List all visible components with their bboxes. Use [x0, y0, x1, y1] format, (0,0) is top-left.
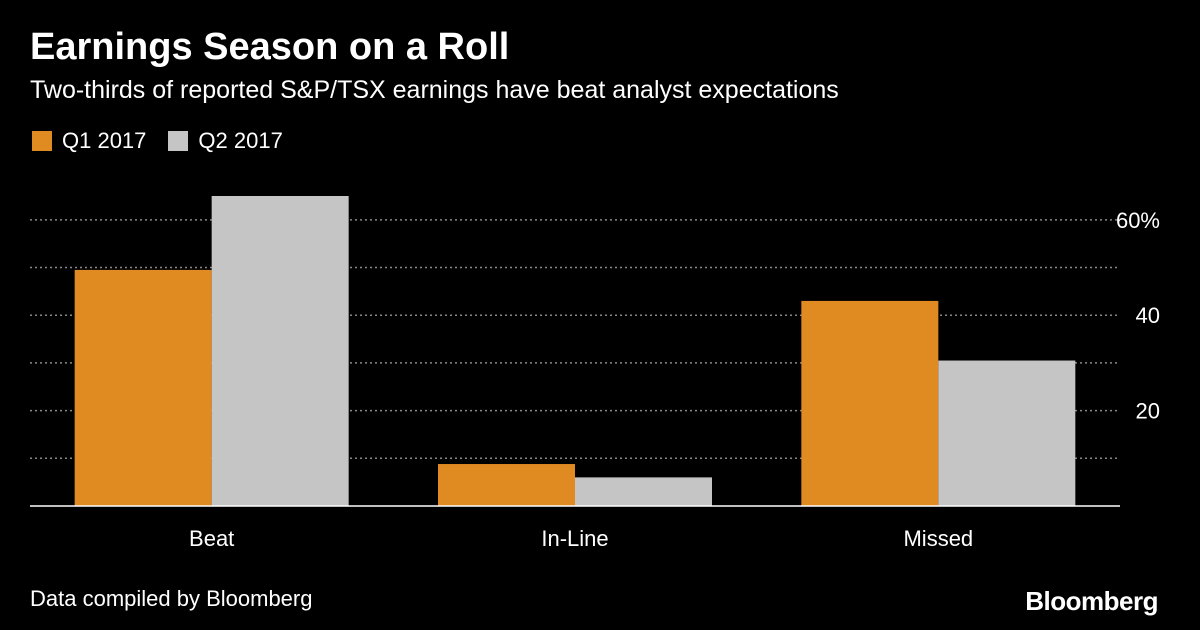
bar-in-line-q1 [438, 464, 575, 506]
y-tick-label-60: 60% [1116, 208, 1160, 233]
bar-beat-q2 [211, 196, 349, 506]
bar-beat-q1 [74, 269, 212, 506]
legend-label-q2: Q2 2017 [198, 128, 283, 153]
legend-item-q1: Q1 2017 [32, 128, 146, 154]
chart-subtitle: Two-thirds of reported S&P/TSX earnings … [30, 76, 839, 104]
bar-in-line-q2 [575, 477, 712, 506]
x-tick-label-beat: Beat [189, 526, 234, 551]
source-note: Data compiled by Bloomberg [30, 586, 313, 611]
bloomberg-logo: Bloomberg [1025, 586, 1158, 616]
bar-missed-q1 [801, 300, 939, 506]
legend-swatch-q2 [168, 131, 189, 151]
x-tick-label-in-line: In-Line [541, 526, 608, 551]
legend-item-q2: Q2 2017 [168, 128, 283, 154]
y-tick-label-40: 40 [1136, 303, 1160, 328]
bar-missed-q2 [938, 360, 1076, 506]
legend: Q1 2017 Q2 2017 [32, 128, 305, 154]
legend-swatch-q1 [32, 131, 52, 151]
chart-title: Earnings Season on a Roll [30, 26, 510, 68]
x-tick-label-missed: Missed [903, 526, 973, 551]
y-tick-label-20: 20 [1136, 399, 1160, 424]
legend-label-q1: Q1 2017 [62, 128, 147, 153]
